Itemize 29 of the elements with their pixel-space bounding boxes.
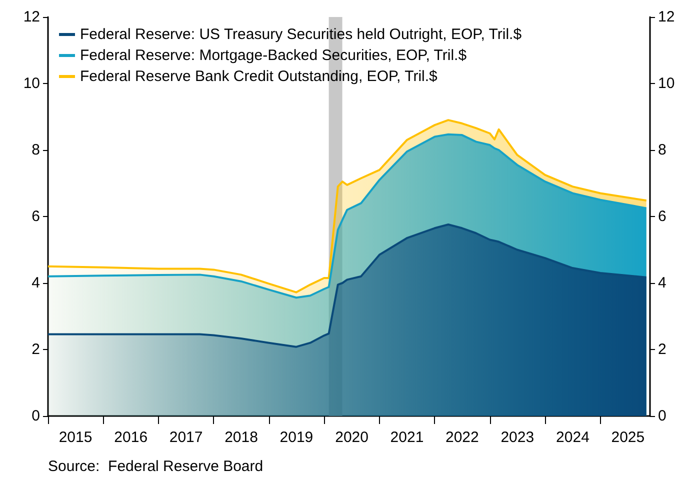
x-tick-label: 2024: [556, 429, 590, 446]
y2-tick-label: 0: [658, 408, 666, 424]
x-tick-label: 2017: [169, 429, 203, 446]
x-tick-label: 2023: [500, 429, 534, 446]
y2-tick-label: 2: [658, 341, 666, 358]
y-tick-label: 0: [32, 408, 40, 424]
y2-tick-label: 6: [658, 208, 666, 225]
source-note: Source: Federal Reserve Board: [48, 458, 264, 475]
y2-tick-label: 10: [658, 75, 675, 92]
x-tick-label: 2015: [58, 429, 92, 446]
legend-label: Federal Reserve Bank Credit Outstanding, EOP, Tril.$: [80, 68, 438, 85]
x-tick-label: 2025: [611, 429, 645, 446]
y2-tick-label: 12: [658, 8, 675, 26]
y2-tick-label: 8: [658, 142, 666, 158]
y-tick-label: 10: [23, 75, 40, 92]
y-tick-label: 6: [32, 208, 40, 225]
x-tick-label: 2020: [335, 429, 368, 446]
x-tick-label: 2016: [114, 429, 148, 446]
legend-label: Federal Reserve: Mortgage-Backed Securities, EOP, Tril.$: [80, 47, 468, 64]
x-tick-label: 2018: [224, 429, 258, 446]
x-tick-label: 2022: [446, 429, 479, 446]
legend-label: Federal Reserve: US Treasury Securities held Outright, EOP, Tril.$: [80, 26, 522, 43]
x-tick-label: 2019: [280, 429, 314, 446]
y-tick-label: 12: [23, 8, 40, 26]
x-tick-label: 2021: [390, 429, 424, 446]
y2-tick-label: 4: [658, 274, 666, 292]
y-tick-label: 8: [32, 142, 40, 158]
y-tick-label: 2: [32, 341, 40, 358]
y-tick-label: 4: [32, 274, 40, 292]
